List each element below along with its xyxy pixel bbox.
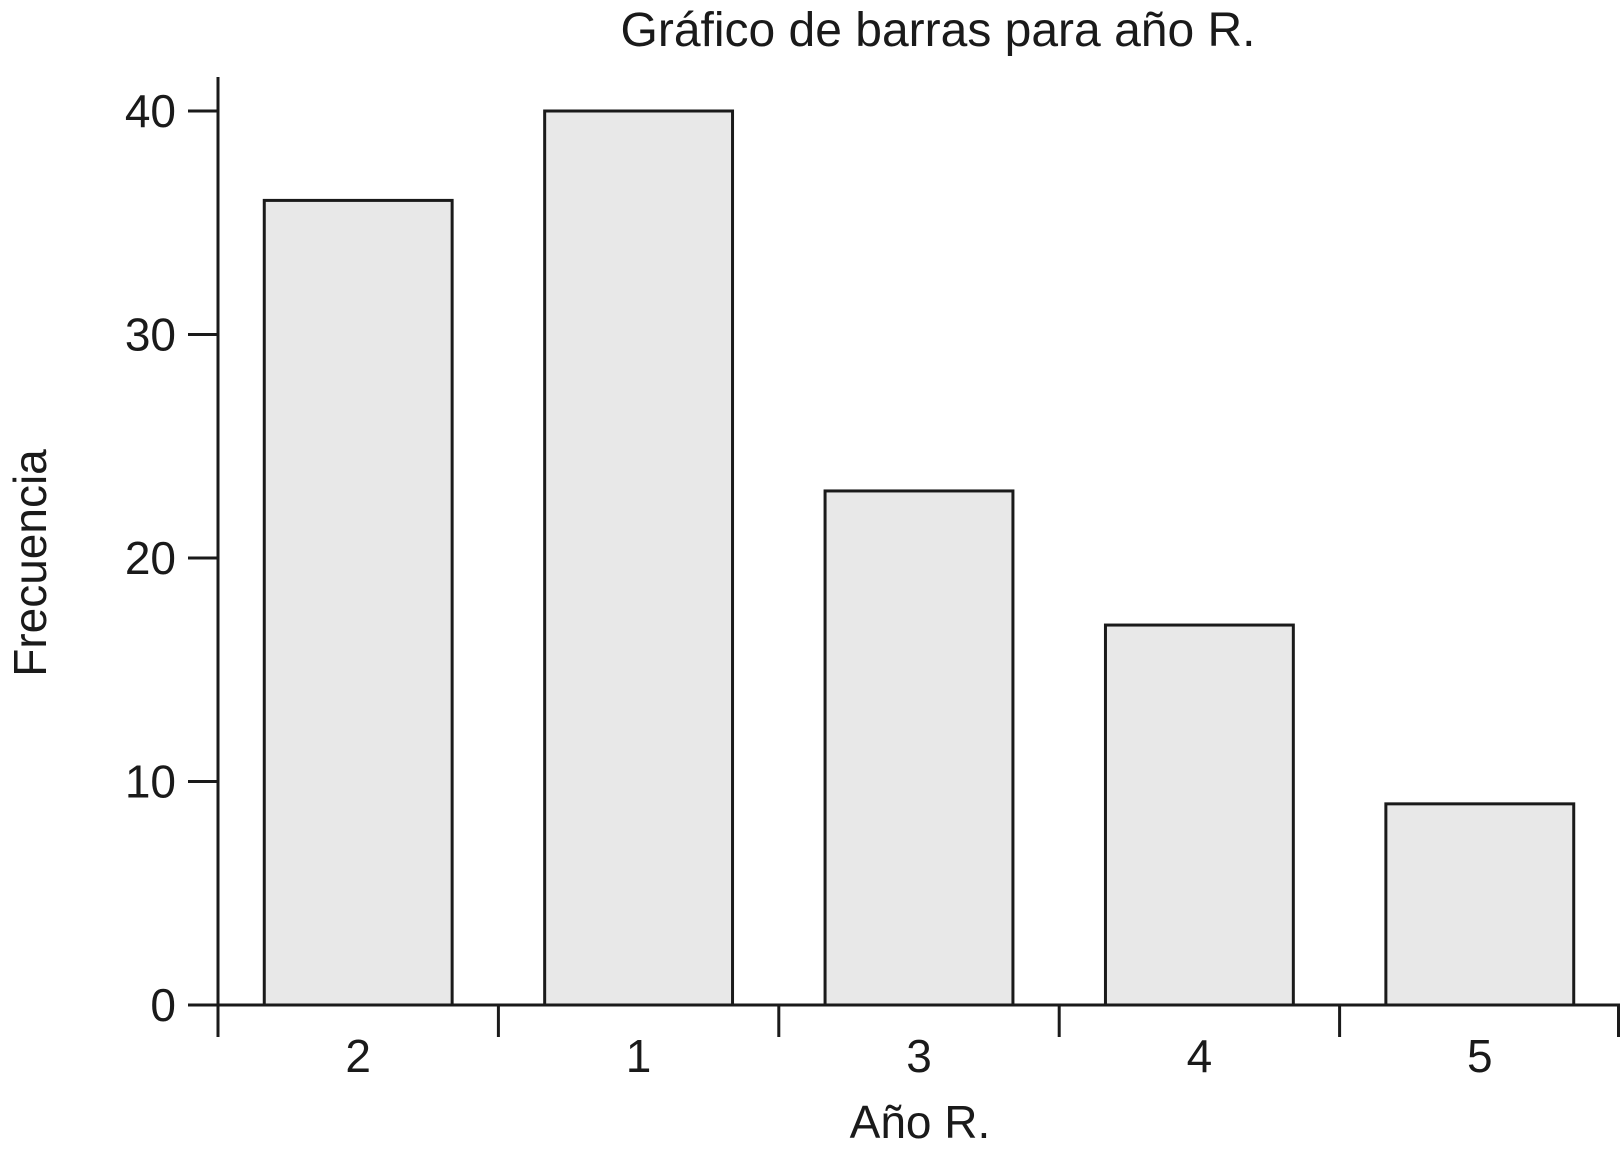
y-axis-label: Frecuencia [4,449,56,677]
chart-title: Gráfico de barras para año R. [621,4,1256,57]
bar-3 [823,489,1015,1007]
x-axis-label: Año R. [850,1096,991,1148]
y-ticks-group: 0 10 20 30 40 [125,85,218,1031]
y-tick-label: 30 [125,309,176,361]
x-tick-label: 2 [345,1030,371,1082]
x-ticks-group: 2 1 3 4 5 [216,1005,1620,1082]
bar-4 [1103,623,1295,1007]
x-tick-label: 1 [626,1030,652,1082]
y-tick-label: 40 [125,85,176,137]
bars-group [262,109,1576,1007]
y-tick-label: 0 [150,979,176,1031]
bar-1 [543,109,735,1007]
bar-2 [262,198,454,1007]
y-tick-label: 10 [125,756,176,808]
bar-5 [1384,802,1576,1007]
y-tick-label: 20 [125,532,176,584]
x-tick-label: 3 [906,1030,932,1082]
x-tick-label: 4 [1187,1030,1213,1082]
x-tick-label: 5 [1467,1030,1493,1082]
